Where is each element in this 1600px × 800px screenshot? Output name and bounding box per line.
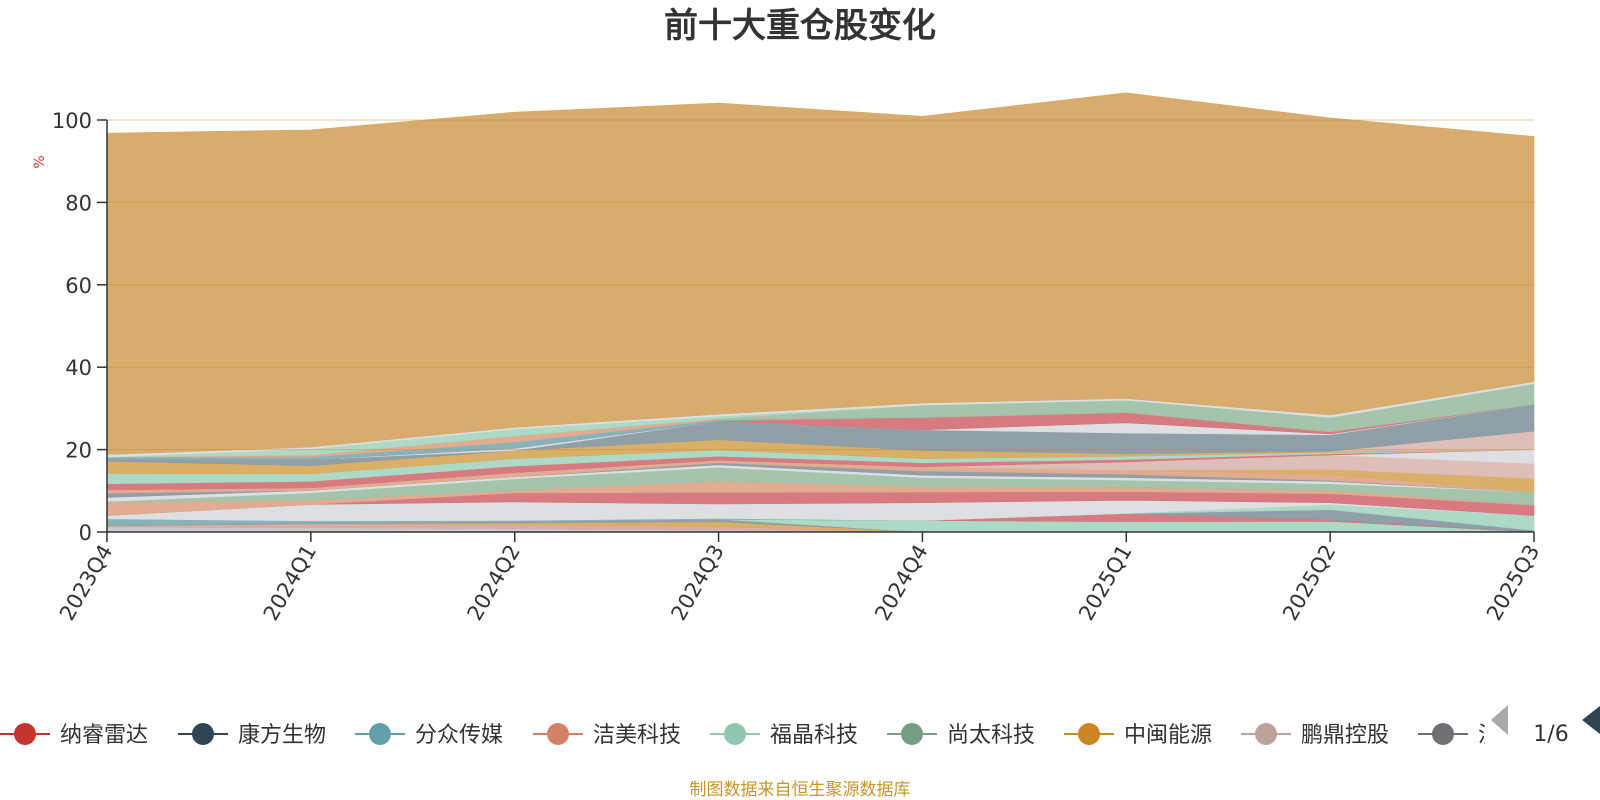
x-tick-label: 2024Q2 bbox=[463, 541, 525, 625]
legend-label: 分众传媒 bbox=[415, 723, 503, 748]
legend-item[interactable]: 福晶科技 bbox=[710, 723, 858, 748]
legend-dot-icon bbox=[1255, 723, 1277, 745]
legend-pager: 1/6 bbox=[1491, 705, 1600, 747]
y-tick-label: 40 bbox=[65, 356, 92, 380]
y-tick-label: 80 bbox=[65, 191, 92, 215]
gridlines bbox=[107, 119, 1534, 451]
y-axis-unit: % bbox=[32, 155, 48, 168]
legend-label: 中闽能源 bbox=[1124, 723, 1212, 748]
x-tick-label: 2025Q2 bbox=[1278, 541, 1340, 625]
legend-label: 尚太科技 bbox=[947, 723, 1035, 748]
area-series-31 bbox=[106, 92, 1535, 455]
legend-label: 纳睿雷达 bbox=[60, 723, 148, 748]
legend-dot-icon bbox=[14, 723, 36, 745]
legend-item[interactable]: 纳睿雷达 bbox=[0, 723, 148, 748]
legend-item[interactable]: 鹏鼎控股 bbox=[1241, 723, 1389, 748]
legend-dot-icon bbox=[369, 723, 391, 745]
legend-dot-icon bbox=[901, 723, 923, 745]
pager-label: 1/6 bbox=[1533, 722, 1568, 747]
legend-dot-icon bbox=[724, 723, 746, 745]
x-axis: 2023Q4 2024Q1 2024Q2 2024Q3 2024Q4 2025Q1 2025… bbox=[55, 531, 1544, 625]
legend-label: 泸 bbox=[1478, 723, 1500, 748]
legend-dot-icon bbox=[547, 723, 569, 745]
y-tick-label: 20 bbox=[65, 439, 92, 463]
legend-item[interactable]: 泸 bbox=[1418, 723, 1500, 748]
legend-dot-icon bbox=[192, 723, 214, 745]
legend: 纳睿雷达 康方生物 分众传媒 洁美科技 福晶科技 尚太科技 中闽能源 鹏鼎控股 泸 bbox=[0, 723, 1500, 748]
legend-item[interactable]: 洁美科技 bbox=[533, 723, 681, 748]
x-tick-label: 2025Q1 bbox=[1074, 541, 1136, 625]
y-axis: 0 20 40 60 80 100 bbox=[52, 109, 108, 545]
x-tick-label: 2024Q4 bbox=[870, 541, 932, 625]
legend-item[interactable]: 尚太科技 bbox=[887, 723, 1035, 748]
x-tick-label: 2023Q4 bbox=[55, 541, 117, 625]
x-tick-label: 2025Q3 bbox=[1482, 541, 1544, 625]
legend-item[interactable]: 康方生物 bbox=[178, 723, 326, 748]
source-note: 制图数据来自恒生聚源数据库 bbox=[690, 780, 911, 800]
legend-dot-icon bbox=[1078, 723, 1100, 745]
y-tick-label: 0 bbox=[79, 521, 92, 545]
pager-next-icon[interactable] bbox=[1582, 706, 1600, 734]
y-tick-label: 100 bbox=[52, 109, 92, 133]
legend-label: 福晶科技 bbox=[770, 723, 858, 748]
x-tick-label: 2024Q1 bbox=[259, 541, 321, 625]
area-series-group bbox=[106, 92, 1535, 533]
y-tick-label: 60 bbox=[65, 274, 92, 298]
chart-title: 前十大重仓股变化 bbox=[664, 6, 936, 46]
legend-dot-icon bbox=[1432, 723, 1454, 745]
legend-label: 洁美科技 bbox=[593, 723, 681, 748]
pager-prev-icon[interactable] bbox=[1491, 705, 1508, 735]
legend-label: 康方生物 bbox=[238, 723, 326, 748]
x-tick-label: 2024Q3 bbox=[666, 541, 728, 625]
legend-label: 鹏鼎控股 bbox=[1301, 723, 1389, 748]
legend-item[interactable]: 分众传媒 bbox=[355, 723, 503, 748]
legend-item[interactable]: 中闽能源 bbox=[1064, 723, 1212, 748]
